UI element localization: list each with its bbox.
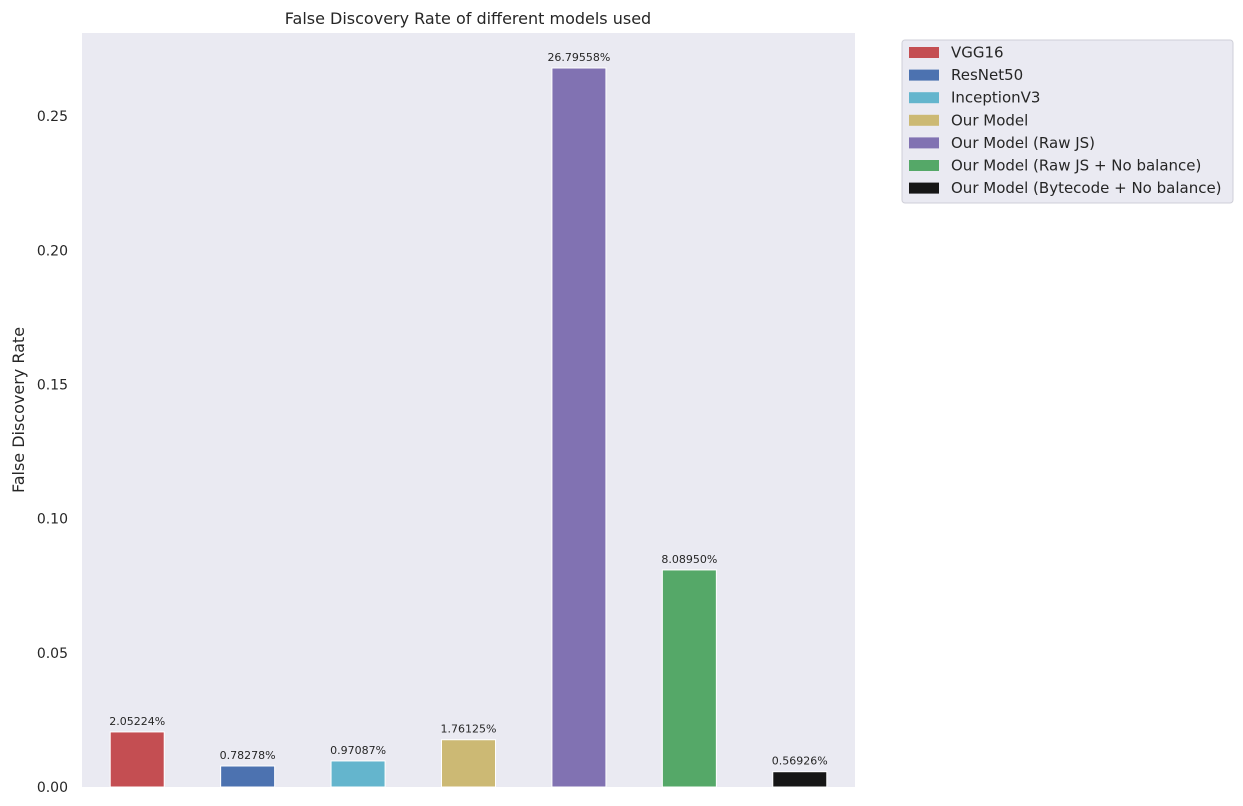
y-tick-label: 0.00 bbox=[37, 780, 68, 796]
bar bbox=[330, 760, 386, 788]
legend-swatch bbox=[909, 92, 939, 104]
bar-data-label: 8.08950% bbox=[661, 553, 717, 566]
bar-data-label: 0.56926% bbox=[772, 755, 828, 768]
y-axis-ticks: 0.00 0.05 0.10 0.15 0.20 0.25 bbox=[37, 109, 68, 796]
bar bbox=[551, 67, 607, 788]
y-tick-label: 0.15 bbox=[37, 378, 68, 394]
legend-swatch bbox=[909, 69, 939, 81]
y-axis-label: False Discovery Rate bbox=[9, 327, 28, 493]
bar-data-label: 1.76125% bbox=[441, 723, 497, 736]
y-tick-label: 0.05 bbox=[37, 646, 68, 662]
legend: VGG16 ResNet50 InceptionV3 Our Model Our Mod… bbox=[901, 39, 1234, 204]
legend-swatch bbox=[909, 182, 939, 194]
bar bbox=[661, 569, 717, 788]
legend-swatch bbox=[909, 47, 939, 58]
bar-data-label: 2.05224% bbox=[109, 715, 165, 728]
bar-data-labels: 2.05224% 0.78278% 0.97087% 1.76125% 26.79558… bbox=[109, 51, 828, 768]
legend-swatch bbox=[909, 160, 939, 171]
legend-label: Our Model (Raw JS) bbox=[951, 134, 1095, 152]
legend-label: ResNet50 bbox=[951, 66, 1023, 84]
legend-label: Our Model (Raw JS + No balance) bbox=[951, 157, 1201, 175]
y-tick-label: 0.10 bbox=[37, 512, 68, 528]
legend-label: InceptionV3 bbox=[951, 89, 1040, 107]
bar bbox=[109, 731, 165, 788]
y-tick-label: 0.20 bbox=[37, 243, 68, 259]
legend-box bbox=[901, 39, 1234, 204]
bar bbox=[772, 771, 828, 788]
bar-data-label: 0.97087% bbox=[330, 744, 386, 757]
legend-label: VGG16 bbox=[951, 44, 1004, 62]
bars bbox=[109, 67, 828, 788]
legend-items: VGG16 ResNet50 InceptionV3 Our Model Our Mod… bbox=[909, 44, 1222, 197]
legend-swatch bbox=[909, 114, 939, 126]
legend-swatch bbox=[909, 137, 939, 149]
bar-data-label: 26.79558% bbox=[547, 51, 610, 64]
chart-title: False Discovery Rate of different models… bbox=[285, 9, 651, 28]
legend-label: Our Model (Bytecode + No balance) bbox=[951, 179, 1222, 197]
bar bbox=[441, 739, 496, 788]
plot-area bbox=[82, 33, 855, 787]
legend-label: Our Model bbox=[951, 111, 1028, 129]
bar bbox=[220, 765, 276, 788]
y-tick-label: 0.25 bbox=[37, 109, 68, 125]
bar-data-label: 0.78278% bbox=[220, 749, 276, 762]
